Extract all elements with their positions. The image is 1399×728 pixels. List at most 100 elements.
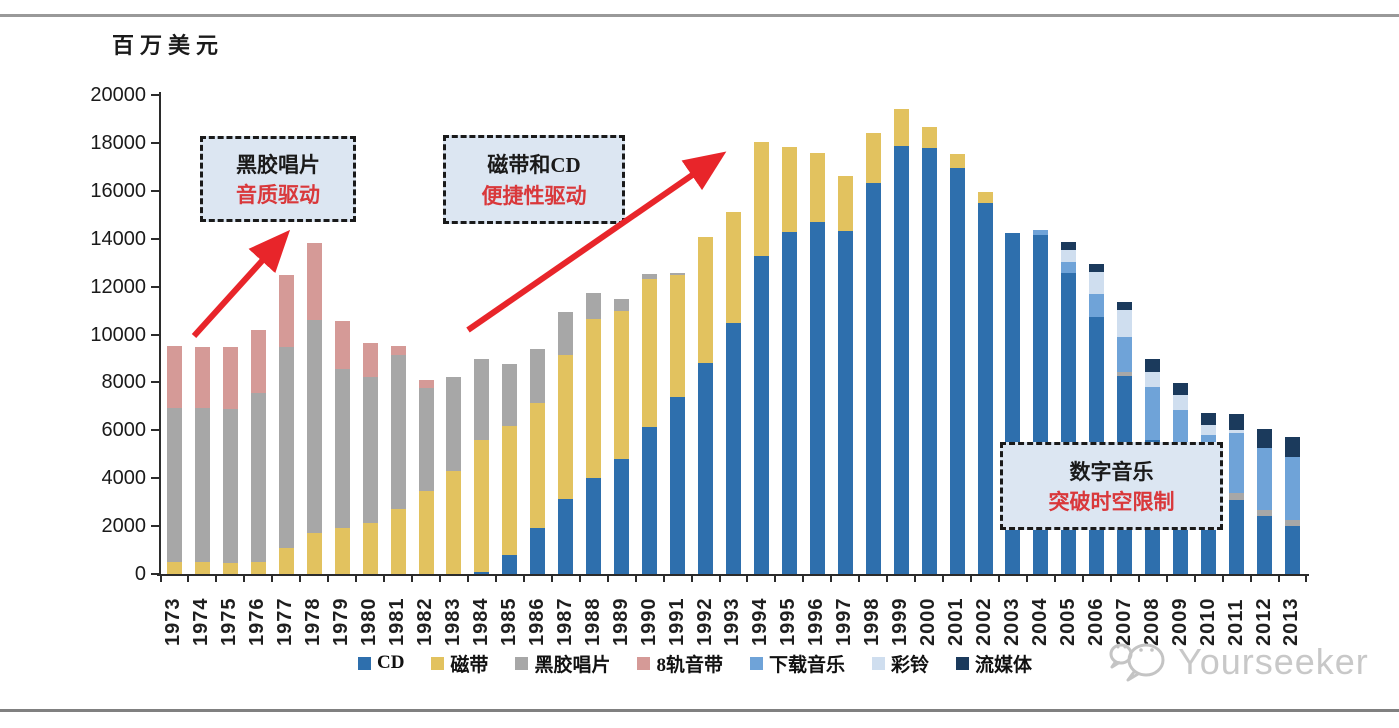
- x-axis-tick: [718, 576, 721, 582]
- annotation-digital-box: 数字音乐 突破时空限制: [1000, 442, 1223, 530]
- bar-segment-1980: [362, 376, 378, 524]
- y-axis-tick-label: 6000: [101, 419, 147, 442]
- y-axis-tick: [151, 285, 159, 288]
- x-axis-label-2013: 2013: [1280, 597, 1303, 647]
- legend-swatch-icon: [871, 656, 885, 670]
- bar-segment-1974: [194, 408, 210, 562]
- bar-segment-1981: [390, 345, 406, 356]
- x-axis-label-1989: 1989: [609, 597, 632, 647]
- bar-segment-1983: [446, 376, 462, 471]
- annotation-digital-title: 数字音乐: [1069, 459, 1154, 484]
- x-axis-tick: [466, 576, 469, 582]
- x-axis-line: [157, 574, 1309, 576]
- bar-segment-1982: [418, 380, 434, 389]
- x-axis-label-1992: 1992: [693, 597, 716, 647]
- bar-segment-2009: [1173, 383, 1189, 396]
- x-axis-tick: [746, 576, 749, 582]
- x-axis-tick: [970, 576, 973, 582]
- bar-segment-1983: [446, 471, 462, 574]
- y-axis-line: [159, 92, 161, 576]
- x-axis-tick: [494, 576, 497, 582]
- bar-segment-1980: [362, 342, 378, 377]
- legend-label: 磁带: [450, 654, 489, 676]
- x-axis-tick: [355, 576, 358, 582]
- x-axis-label-1987: 1987: [553, 597, 576, 647]
- x-axis-label-2002: 2002: [973, 597, 996, 647]
- bar-segment-1993: [725, 211, 741, 323]
- x-axis-label-1974: 1974: [190, 597, 213, 647]
- x-axis-tick: [271, 576, 274, 582]
- bar-segment-2013: [1284, 456, 1300, 520]
- x-axis-label-2007: 2007: [1112, 597, 1135, 647]
- x-axis-label-1985: 1985: [497, 597, 520, 647]
- x-axis-tick: [998, 576, 1000, 582]
- x-axis-label-1988: 1988: [581, 597, 604, 647]
- bar-segment-1992: [698, 362, 714, 574]
- x-axis-tick: [299, 576, 302, 582]
- bar-segment-1974: [194, 346, 210, 409]
- bar-segment-2012: [1257, 510, 1273, 517]
- legend-item: 彩铃: [871, 650, 929, 677]
- bar-segment-2005: [1061, 241, 1077, 250]
- bar-segment-1979: [334, 528, 350, 574]
- x-axis-label-1996: 1996: [805, 597, 828, 647]
- y-axis-unit-label: 百万美元: [112, 33, 225, 58]
- bar-segment-2011: [1229, 493, 1245, 500]
- bar-segment-1986: [530, 528, 546, 574]
- bar-segment-1997: [837, 230, 853, 574]
- x-axis-tick: [830, 576, 833, 582]
- bar-segment-2005: [1061, 249, 1077, 262]
- annotation-tape-cd-subtitle: 便捷性驱动: [481, 183, 587, 208]
- bar-segment-1996: [809, 221, 825, 574]
- y-axis-tick: [151, 333, 159, 336]
- x-axis-tick: [914, 576, 917, 582]
- bar-segment-1990: [642, 278, 658, 427]
- x-axis-tick: [522, 576, 525, 582]
- x-axis-tick: [439, 576, 441, 582]
- bar-segment-1996: [809, 152, 825, 222]
- y-axis-tick: [151, 573, 159, 575]
- bar-segment-2001: [949, 168, 965, 574]
- x-axis-label-1977: 1977: [274, 597, 297, 647]
- bar-segment-2008: [1145, 386, 1161, 440]
- bar-segment-2013: [1284, 519, 1300, 526]
- y-axis-tick: [151, 94, 159, 96]
- bar-segment-1977: [278, 548, 294, 574]
- x-axis-tick: [1137, 576, 1140, 582]
- x-axis-label-2001: 2001: [945, 597, 968, 647]
- x-axis-tick: [886, 576, 889, 582]
- bar-segment-1998: [865, 133, 881, 184]
- bar-segment-1979: [334, 320, 350, 370]
- bar-segment-2010: [1201, 425, 1217, 436]
- bar-segment-1982: [418, 491, 434, 574]
- y-axis-tick: [151, 189, 159, 192]
- legend-label: 下载音乐: [768, 654, 845, 676]
- bar-segment-1978: [306, 320, 322, 534]
- bar-segment-1998: [865, 183, 881, 574]
- x-axis-label-1979: 1979: [330, 597, 353, 647]
- bar-segment-1988: [586, 477, 602, 574]
- x-axis-tick: [690, 576, 693, 582]
- bar-segment-1990: [642, 426, 658, 574]
- y-axis-tick: [151, 237, 159, 240]
- bar-segment-1978: [306, 243, 322, 321]
- y-axis-tick-label: 0: [134, 563, 146, 585]
- x-axis-label-1975: 1975: [218, 597, 241, 647]
- x-axis-tick: [858, 576, 861, 582]
- wechat-icon: [1109, 643, 1165, 682]
- legend-item: CD: [357, 652, 404, 674]
- y-axis-tick: [151, 525, 159, 528]
- bar-segment-2011: [1229, 414, 1245, 430]
- x-axis-tick: [411, 576, 414, 582]
- bar-segment-1989: [614, 299, 630, 311]
- bar-segment-1988: [586, 319, 602, 478]
- bar-segment-1976: [250, 562, 266, 574]
- bar-segment-1973: [166, 561, 182, 574]
- bar-segment-2006: [1089, 264, 1105, 273]
- bar-segment-1988: [586, 292, 602, 320]
- x-axis-label-2010: 2010: [1196, 597, 1219, 647]
- bar-segment-1987: [558, 311, 574, 356]
- y-axis-tick: [151, 381, 159, 384]
- x-axis-label-2011: 2011: [1224, 598, 1247, 646]
- x-axis-label-1995: 1995: [777, 597, 800, 647]
